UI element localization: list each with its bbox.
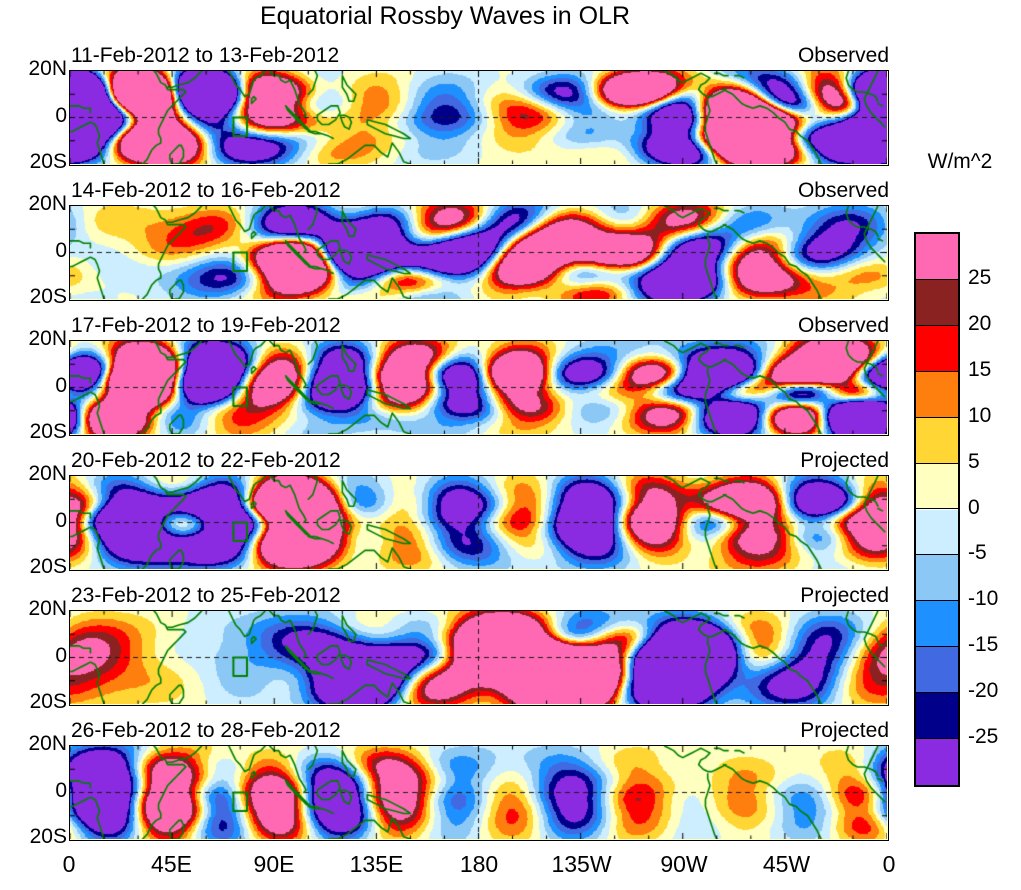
y-axis-labels: 20N 0 20S bbox=[1, 732, 67, 848]
x-axis: 0 45E 90E 135E 180 135W 90W 45W 0 bbox=[63, 845, 896, 877]
y-tick-label: 20N bbox=[28, 732, 67, 755]
colorbar-units-label: W/m^2 bbox=[927, 150, 993, 173]
y-tick-label: 0 bbox=[55, 643, 67, 667]
panel-status-label: Observed bbox=[797, 179, 889, 202]
panel-map-plot bbox=[69, 340, 889, 436]
y-axis-labels: 20N 0 20S bbox=[1, 57, 67, 173]
colorbar-tick-label: 25 bbox=[968, 265, 992, 289]
chart-title: Equatorial Rossby Waves in OLR bbox=[259, 2, 631, 30]
y-axis-labels: 20N 0 20S bbox=[1, 597, 67, 713]
y-tick-label: 20N bbox=[28, 597, 67, 620]
colorbar bbox=[914, 232, 960, 787]
panel-map-canvas bbox=[70, 71, 887, 164]
x-tick-label: 180 bbox=[459, 851, 499, 877]
y-tick-label: 20N bbox=[28, 57, 67, 80]
panel-map-plot bbox=[69, 610, 889, 706]
colorbar-swatch bbox=[916, 647, 958, 694]
y-tick-label: 20N bbox=[28, 462, 67, 485]
colorbar-swatch bbox=[916, 371, 958, 418]
panel-map-canvas bbox=[70, 611, 887, 704]
colorbar-tick-label: 15 bbox=[968, 357, 992, 381]
colorbar-tick-label: 10 bbox=[968, 403, 992, 427]
panel-map-canvas bbox=[70, 476, 887, 569]
colorbar-tick-label: 5 bbox=[968, 449, 980, 473]
y-tick-label: 20S bbox=[29, 690, 67, 713]
colorbar-swatch bbox=[916, 463, 958, 510]
y-axis-labels: 20N 0 20S bbox=[1, 462, 67, 578]
panel-map-plot bbox=[69, 745, 889, 841]
colorbar-swatch bbox=[916, 325, 958, 372]
colorbar-swatch bbox=[916, 555, 958, 602]
colorbar-swatch bbox=[916, 279, 958, 326]
y-tick-label: 20N bbox=[28, 327, 67, 350]
panel-date-range: 14-Feb-2012 to 16-Feb-2012 bbox=[71, 179, 341, 202]
x-tick-label: 135E bbox=[349, 851, 404, 877]
y-axis-labels: 20N 0 20S bbox=[1, 327, 67, 443]
x-tick-label: 45E bbox=[151, 851, 192, 877]
colorbar-tick-label: -10 bbox=[968, 587, 999, 611]
panel-date-range: 11-Feb-2012 to 13-Feb-2012 bbox=[71, 44, 340, 67]
y-tick-label: 20S bbox=[29, 555, 67, 578]
panel-date-range: 20-Feb-2012 to 22-Feb-2012 bbox=[71, 449, 341, 472]
y-tick-label: 0 bbox=[55, 103, 67, 127]
colorbar-swatch bbox=[916, 693, 958, 740]
y-tick-label: 0 bbox=[55, 238, 67, 262]
y-tick-label: 0 bbox=[55, 778, 67, 802]
panel-status-label: Projected bbox=[800, 449, 889, 472]
colorbar-swatch bbox=[916, 417, 958, 464]
panel-date-range: 26-Feb-2012 to 28-Feb-2012 bbox=[71, 719, 341, 742]
colorbar-tick-label: 0 bbox=[968, 495, 980, 519]
colorbar-tick-label: -25 bbox=[968, 725, 999, 749]
panel-map-canvas bbox=[70, 341, 887, 434]
panel-map-canvas bbox=[70, 746, 887, 839]
colorbar-tick-label: -15 bbox=[968, 633, 999, 657]
panel-date-range: 17-Feb-2012 to 19-Feb-2012 bbox=[71, 314, 341, 337]
panel-date-range: 23-Feb-2012 to 25-Feb-2012 bbox=[71, 584, 341, 607]
x-tick-label: 0 bbox=[62, 851, 76, 877]
x-tick-label: 135W bbox=[551, 851, 612, 877]
y-axis-labels: 20N 0 20S bbox=[1, 192, 67, 308]
colorbar-swatch bbox=[916, 234, 958, 280]
y-tick-label: 20S bbox=[29, 825, 67, 848]
x-tick-label: 90W bbox=[660, 851, 708, 877]
colorbar-tick-label: -20 bbox=[968, 679, 999, 703]
colorbar-tick-label: -5 bbox=[968, 541, 987, 565]
x-tick-label: 90E bbox=[253, 851, 295, 877]
panel-status-label: Observed bbox=[797, 314, 889, 337]
y-tick-label: 20S bbox=[29, 285, 67, 308]
x-tick-label: 45W bbox=[762, 851, 811, 877]
colorbar-swatch bbox=[916, 601, 958, 648]
panel-map-canvas bbox=[70, 206, 887, 299]
colorbar-tick-label: 20 bbox=[968, 311, 992, 335]
y-tick-label: 20S bbox=[29, 150, 67, 173]
y-tick-label: 20S bbox=[29, 420, 67, 443]
panel-map-plot bbox=[69, 205, 889, 301]
x-tick-label: 0 bbox=[882, 851, 896, 877]
panel-map-plot bbox=[69, 70, 889, 166]
colorbar-swatch bbox=[916, 509, 958, 556]
y-tick-label: 0 bbox=[55, 508, 67, 532]
panel-status-label: Projected bbox=[800, 584, 889, 607]
panel-map-plot bbox=[69, 475, 889, 571]
y-tick-label: 20N bbox=[28, 192, 67, 215]
y-tick-label: 0 bbox=[55, 373, 67, 397]
panel-status-label: Projected bbox=[800, 719, 889, 742]
colorbar-swatch bbox=[916, 739, 958, 785]
panel-status-label: Observed bbox=[797, 44, 889, 67]
